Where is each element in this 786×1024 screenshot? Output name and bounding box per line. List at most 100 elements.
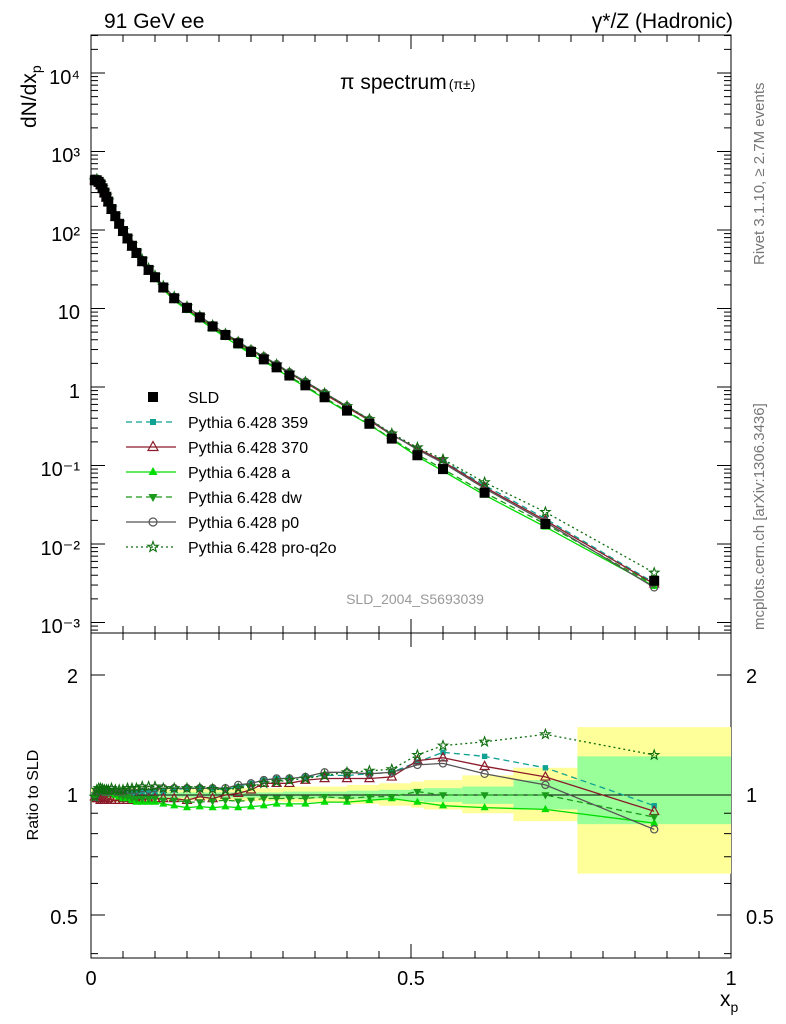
ratio-point (650, 818, 659, 826)
ratio-point (438, 792, 448, 800)
data-point (364, 418, 375, 429)
ratio-point (88, 790, 101, 802)
ratio-ytick-label-05-right: 0.5 (746, 907, 774, 929)
data-point (158, 282, 169, 293)
ratio-point (206, 782, 219, 795)
data-point (411, 440, 424, 453)
ratio-point (259, 801, 268, 809)
ratio-point (219, 783, 232, 796)
data-point (169, 293, 180, 304)
ratio-point (539, 770, 551, 781)
data-point (647, 566, 661, 579)
xtick-label-0: 0 (85, 968, 96, 990)
ytick-label-1e2: 10² (51, 224, 80, 246)
ratio-point (244, 779, 258, 792)
ratio-point (231, 781, 245, 794)
main-panel-frame (90, 34, 732, 634)
ratio-point (259, 795, 268, 803)
ratio-point (170, 797, 179, 805)
data-point (300, 380, 311, 391)
ratio-point (208, 803, 217, 811)
ratio-ylabel: Ratio to SLD (25, 750, 42, 841)
data-point (649, 575, 660, 586)
axis-ticks (90, 35, 732, 958)
rivet-info: Rivet 3.1.10, ≥ 2.7M events (751, 83, 768, 266)
ratio-point (541, 804, 550, 813)
ytick-label-1e-3: 10⁻³ (41, 616, 81, 638)
legend-label-370: Pythia 6.428 370 (188, 440, 308, 457)
ratio-point (208, 798, 217, 806)
ratio-point (414, 759, 421, 765)
ratio-point (283, 773, 296, 786)
ratio-point (438, 801, 448, 809)
data-point (118, 226, 128, 237)
legend-marker (146, 539, 160, 553)
ratio-point (182, 799, 192, 807)
ratio-point (413, 760, 422, 770)
ratio-point (365, 794, 374, 802)
ratio-point (650, 825, 659, 834)
ratio-point (342, 795, 352, 803)
data-point (271, 362, 282, 373)
ytick-label-1e-2: 10⁻² (41, 538, 81, 560)
ratio-point (385, 762, 399, 775)
ratio-point (411, 754, 423, 765)
main-title: π spectrum (π±) (340, 71, 475, 94)
series-line (94, 180, 655, 585)
data-point (137, 256, 148, 267)
ratio-point (113, 783, 126, 796)
legend-item-p0: Pythia 6.428 p0 (188, 515, 299, 532)
ratio-point (234, 798, 243, 806)
legend-marker (150, 419, 156, 425)
data-point (540, 518, 551, 529)
ratio-point (167, 781, 181, 794)
ratio-point (650, 814, 659, 822)
legend-item-pro-q2o: Pythia 6.428 pro-q2o (188, 540, 337, 557)
ratio-point (150, 784, 160, 793)
header-left: 91 GeV ee (104, 10, 204, 33)
ratio-point (479, 760, 491, 771)
data-point (539, 505, 552, 518)
ratio-point (299, 771, 312, 784)
ratio-point (437, 751, 449, 762)
ratio-ytick-label-1-left: 1 (67, 785, 78, 807)
ratio-point (478, 735, 491, 748)
ratio-point (438, 759, 448, 768)
legend-marker (148, 392, 158, 402)
ratio-point (270, 775, 283, 788)
series-line (94, 179, 655, 584)
ratio-point (221, 802, 230, 810)
ratio-point (246, 802, 256, 810)
legend-marker (146, 440, 160, 452)
xtick-label-05: 0.5 (397, 968, 425, 990)
series-line (94, 178, 655, 588)
ratio-point (170, 801, 179, 809)
series-line (94, 178, 655, 587)
ratio-ytick-label-2-left: 2 (67, 666, 78, 688)
legend-item-370: Pythia 6.428 370 (188, 440, 308, 457)
main-series-layer (88, 172, 661, 592)
data-point (126, 240, 137, 251)
ratio-ytick-label-2-right: 2 (746, 666, 757, 688)
data-point (436, 452, 450, 465)
ratio-point (363, 772, 375, 783)
ratio-point (541, 780, 550, 790)
ratio-series-layer (88, 727, 661, 834)
series-line (94, 178, 655, 574)
data-point (412, 450, 423, 461)
data-point (478, 475, 491, 488)
data-point (438, 464, 448, 475)
xtick-label-1: 1 (725, 968, 736, 990)
ratio-point (259, 775, 268, 785)
data-point (114, 218, 125, 229)
legend-marker (148, 494, 158, 502)
ratio-point (480, 803, 489, 811)
ratio-point (195, 799, 204, 807)
data-point (131, 247, 142, 258)
ytick-label-1e3: 10³ (51, 145, 80, 167)
data-point (258, 354, 269, 365)
data-point (194, 312, 205, 323)
legend-label-a: Pythia 6.428 a (188, 465, 290, 482)
ratio-point (145, 788, 152, 795)
ratio-point (318, 768, 331, 781)
